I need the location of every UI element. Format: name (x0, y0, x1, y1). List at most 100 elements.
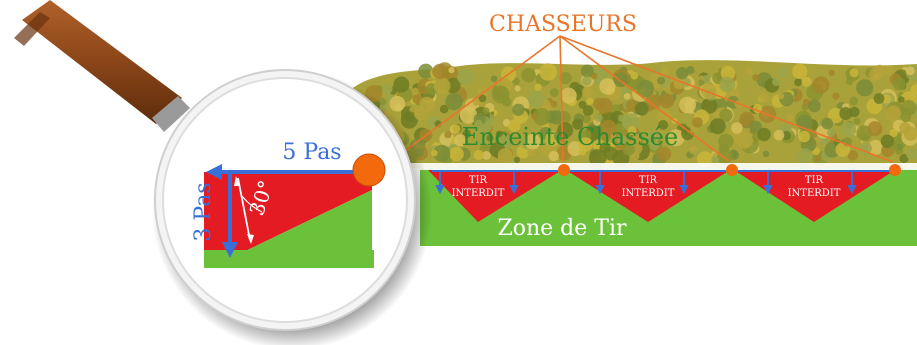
foliage-blob (414, 107, 428, 121)
foliage-blob (539, 63, 557, 81)
foliage-blob (512, 77, 520, 85)
foliage-blob (847, 150, 859, 161)
foliage-blob (550, 100, 558, 108)
foliage-blob (478, 94, 487, 103)
foliage-blob (631, 152, 640, 161)
foliage-blob (692, 117, 703, 128)
foliage-blob (849, 68, 859, 78)
foliage-blob (720, 66, 736, 81)
foliage-blob (828, 69, 835, 77)
foliage-blob (459, 106, 478, 124)
foliage-blob (758, 92, 769, 103)
foliage-blob (853, 117, 861, 125)
foliage-blob (497, 148, 513, 164)
three-steps-label: 3 Pas (191, 182, 216, 241)
foliage-blob (840, 121, 857, 138)
foliage-blob (827, 128, 836, 137)
foliage-blob (657, 76, 666, 85)
foliage-blob (898, 96, 905, 103)
hunters (558, 164, 901, 176)
foliage-blob (859, 142, 872, 155)
foliage-blob (454, 134, 467, 147)
foliage-blob (731, 122, 743, 134)
magnified-view: 5 Pas 3 Pas 30° (163, 78, 407, 268)
foliage-blob (896, 143, 903, 150)
foliage-blob (432, 63, 448, 80)
foliage-blob (883, 65, 894, 76)
foliage-blob (839, 107, 853, 120)
foliage-blob (622, 143, 635, 156)
foliage-blob (588, 149, 607, 167)
foliage-blob (827, 107, 844, 124)
foliage-blob (549, 88, 559, 98)
foliage-blob (445, 92, 463, 111)
foliage-blob (745, 67, 754, 76)
foliage-blob (389, 95, 406, 112)
foliage-blob (868, 139, 883, 155)
foliage-blob (572, 118, 584, 130)
magnified-firing-zone (210, 190, 372, 268)
foliage-blob (474, 119, 483, 128)
foliage-blob (812, 76, 830, 94)
foliage-blob (824, 142, 840, 158)
foliage-blob (411, 87, 419, 96)
foliage-blob (634, 101, 649, 116)
foliage-blob (792, 63, 808, 79)
foliage-blob (885, 105, 901, 121)
foliage-blob (856, 79, 874, 97)
foliage-blob (801, 76, 812, 87)
foliage-blob (578, 100, 587, 109)
foliage-blob (849, 96, 859, 106)
foliage-blob (700, 83, 717, 99)
foliage-blob (482, 107, 490, 115)
foliage-blob (382, 83, 393, 95)
foliage-blob (701, 97, 718, 114)
foliage-blob (490, 75, 498, 83)
no-fire-zones (428, 170, 895, 222)
foliage-blob (709, 118, 726, 135)
foliage-blob (521, 68, 536, 83)
foliage-blob (600, 119, 617, 136)
foliage-blob (462, 129, 472, 139)
hunted-area-label: Enceinte Chassée (462, 123, 678, 151)
foliage-blob (659, 93, 675, 109)
foliage-blob (578, 137, 593, 152)
magnifying-glass-icon (14, 0, 190, 132)
no-fire-label-3: TIR (805, 175, 824, 186)
foliage-blob (514, 85, 521, 92)
firing-zone-label: Zone de Tir (497, 216, 627, 241)
foliage-blob (892, 77, 906, 91)
foliage-blob (582, 76, 592, 86)
distance-arrows (432, 170, 893, 195)
foliage-blob (656, 146, 672, 162)
foliage-blob (434, 77, 451, 95)
foliage-blob (794, 78, 803, 87)
foliage-blob (451, 124, 461, 134)
foliage-blob (578, 148, 587, 156)
foliage-blob (667, 129, 685, 147)
foliage-blob (796, 148, 813, 165)
no-fire-triangle (734, 170, 895, 222)
foliage-blob (548, 151, 559, 162)
foliage-blob (618, 114, 626, 122)
hunter-dot-icon (726, 164, 738, 176)
foliage-blob (889, 128, 898, 138)
foliage-blob (906, 148, 917, 161)
foliage-blob (586, 97, 594, 106)
foliage-blob (527, 90, 545, 108)
foliage-blob (400, 111, 418, 129)
foliage-blob (431, 149, 438, 157)
foliage-blob (559, 72, 572, 85)
foliage-blob (773, 129, 785, 141)
no-fire-label-1: TIR (469, 175, 488, 186)
foliage-blob (457, 68, 474, 85)
foliage-blob (821, 117, 834, 130)
foliage-blob (473, 149, 484, 161)
foliage-blob (881, 94, 892, 104)
foliage-blob (645, 94, 661, 110)
foliage-blob (832, 92, 840, 100)
foliage-blob (627, 126, 637, 135)
foliage-blob (719, 76, 736, 93)
foliage-blob (656, 108, 672, 124)
